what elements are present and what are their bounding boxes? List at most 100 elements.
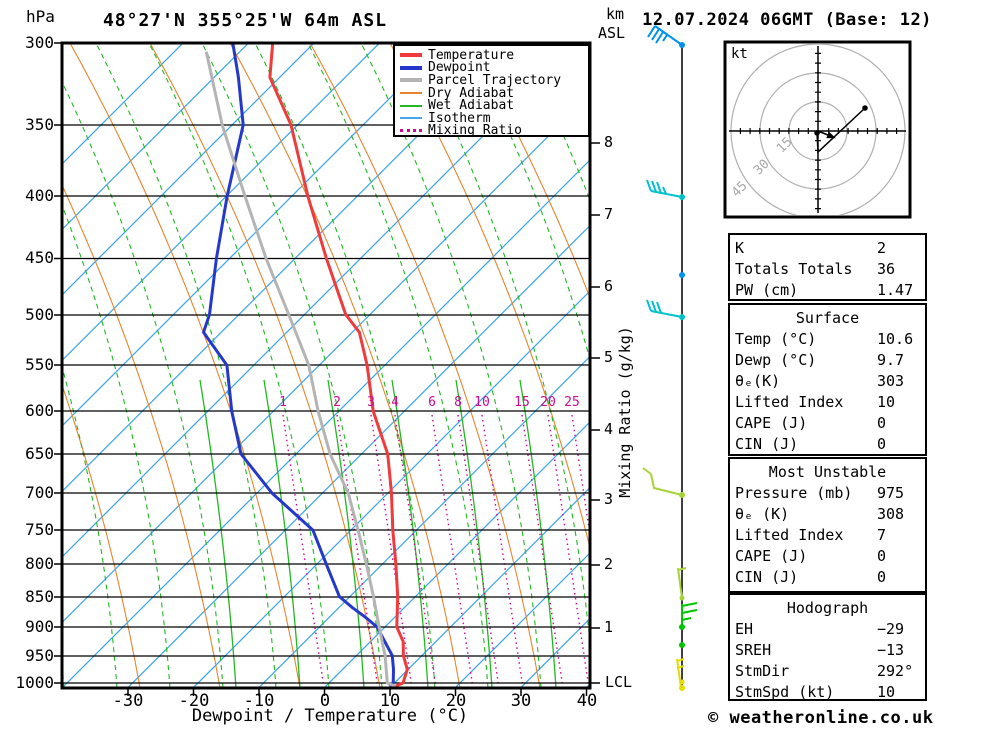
dry-adiabat-lines [63, 44, 589, 687]
storm-motion-arrowhead [826, 131, 836, 139]
pressure-tick-label: 600 [25, 401, 54, 420]
temp-tick-label: 20 [445, 691, 467, 711]
km-ticks [590, 142, 600, 684]
wind-barb-850 [677, 567, 687, 601]
pressure-tick-label: 800 [25, 554, 54, 573]
hodograph-plot [723, 40, 912, 219]
most-unstable-row: Lifted Index 7 [735, 526, 887, 544]
dry-adiabat-line-sample [400, 92, 422, 95]
pressure-tick-label: 1000 [15, 673, 54, 692]
surface-row: Lifted Index 10 [735, 393, 896, 411]
pressure-tick-label: 850 [25, 587, 54, 606]
wind-dot-930 [679, 642, 685, 648]
pressure-ticks [54, 42, 62, 684]
mixing-ratio-label: 15 [514, 395, 530, 410]
legend-label: Wet Adiabat [428, 98, 515, 114]
dewpoint-line-sample [400, 65, 422, 70]
mixing-ratio-label: 25 [564, 395, 580, 410]
km-tick-label: 1 [604, 618, 614, 636]
legend-item: Mixing Ratio [400, 123, 588, 139]
legend-label: Temperature [428, 47, 515, 63]
hodograph-row: StmDir 292° [735, 662, 914, 680]
mixing-ratio-line-sample [400, 129, 422, 133]
legend-label: Dry Adiabat [428, 85, 515, 101]
km-tick-label: 4 [604, 420, 614, 438]
legend-label: Dewpoint [428, 60, 491, 76]
parcel-line-sample [400, 78, 422, 83]
km-tick-label: 3 [604, 490, 614, 508]
mixing-ratio-label: 6 [428, 395, 436, 410]
temp-ticks [127, 688, 588, 696]
hodograph-trace-dot [862, 105, 868, 111]
mixing-ratio-axis-title: Mixing Ratio (g/kg) [616, 326, 634, 498]
most-unstable-row: Pressure (mb) 975 [735, 484, 905, 502]
page-title: 48°27'N 355°25'W 64m ASL [102, 10, 388, 31]
temp-tick-label: -20 [178, 691, 210, 711]
wind-barb-700 [642, 467, 685, 498]
surface-row: CIN (J) 0 [735, 435, 887, 453]
mixing-ratio-label: 1 [279, 395, 287, 410]
series-parcel-trajectory [204, 51, 396, 687]
temp-tick-label: 0 [319, 691, 331, 711]
hodograph-stats-panel: Hodograph EH −29 SREH −13 StmDir 292° StmSp… [728, 593, 927, 701]
most-unstable-row: CIN (J) 0 [735, 568, 887, 586]
surface-row: CAPE (J) 0 [735, 414, 887, 432]
km-tick-label: 8 [604, 133, 614, 151]
lcl-marker-label: LCL [605, 673, 633, 691]
hodograph-trace [814, 105, 868, 154]
pressure-tick-label: 900 [25, 617, 54, 636]
most-unstable-row: θₑ (K) 308 [735, 505, 905, 523]
series-dewpoint [202, 44, 395, 687]
pressure-tick-label: 450 [25, 248, 54, 267]
legend-label: Mixing Ratio [428, 123, 522, 139]
surface-row: θₑ(K) 303 [735, 372, 905, 390]
wind-dot-465 [679, 272, 685, 278]
x-axis-title: Dewpoint / Temperature (°C) [191, 706, 469, 726]
most-unstable-panel: Most Unstable Pressure (mb) 975 θₑ (K) 308… [728, 457, 927, 593]
surface-panel-title: Surface [795, 309, 860, 327]
mixing-ratio-label: 10 [474, 395, 490, 410]
index-row: PW (cm) 1.47 [735, 281, 914, 299]
temperature-line-sample [400, 53, 422, 58]
pressure-tick-label: 550 [25, 355, 54, 374]
legend-label: Parcel Trajectory [428, 72, 562, 88]
temp-tick-label: 30 [510, 691, 532, 711]
mixing-ratio-label: 2 [333, 395, 341, 410]
most-unstable-panel-title: Most Unstable [768, 463, 887, 481]
legend-item: Temperature [400, 49, 588, 62]
index-row: Totals Totals 36 [735, 260, 896, 278]
pressure-tick-label: 700 [25, 483, 54, 502]
legend-item: Wet Adiabat [400, 99, 588, 112]
wind-barb-500 [646, 299, 685, 320]
pressure-axis-unit: hPa [26, 7, 55, 26]
temp-tick-label: -30 [112, 691, 144, 711]
pressure-tick-label: 750 [25, 520, 54, 539]
pressure-tick-label: 950 [25, 646, 54, 665]
sounding-curves [202, 44, 409, 687]
legend-label: Isotherm [428, 110, 491, 126]
hodograph-panel-title: Hodograph [786, 599, 869, 617]
hodograph-unit-label: kt [731, 46, 748, 62]
wind-barb-column [642, 25, 698, 691]
legend-item: Parcel Trajectory [400, 74, 588, 87]
mixing-ratio-label: 20 [540, 395, 556, 410]
asl-axis-unit: ASL [598, 24, 626, 42]
hodograph-row: StmSpd (kt) 10 [735, 683, 896, 701]
hodograph-wind-trace [816, 107, 866, 154]
pressure-tick-label: 500 [25, 305, 54, 324]
wind-barb-300 [647, 25, 685, 48]
legend: Temperature Dewpoint Parcel Trajectory D… [393, 44, 590, 137]
credit-watermark: © weatheronline.co.uk [708, 708, 934, 728]
km-tick-label: 7 [604, 205, 614, 223]
mixing-ratio-label: 4 [391, 395, 399, 410]
km-tick-label: 6 [604, 277, 614, 295]
hodograph-row: SREH −13 [735, 641, 905, 659]
temp-tick-label: 10 [379, 691, 401, 711]
km-tick-label: 2 [604, 555, 614, 573]
km-axis-unit: km [606, 5, 625, 23]
surface-row: Temp (°C) 10.6 [735, 330, 914, 348]
